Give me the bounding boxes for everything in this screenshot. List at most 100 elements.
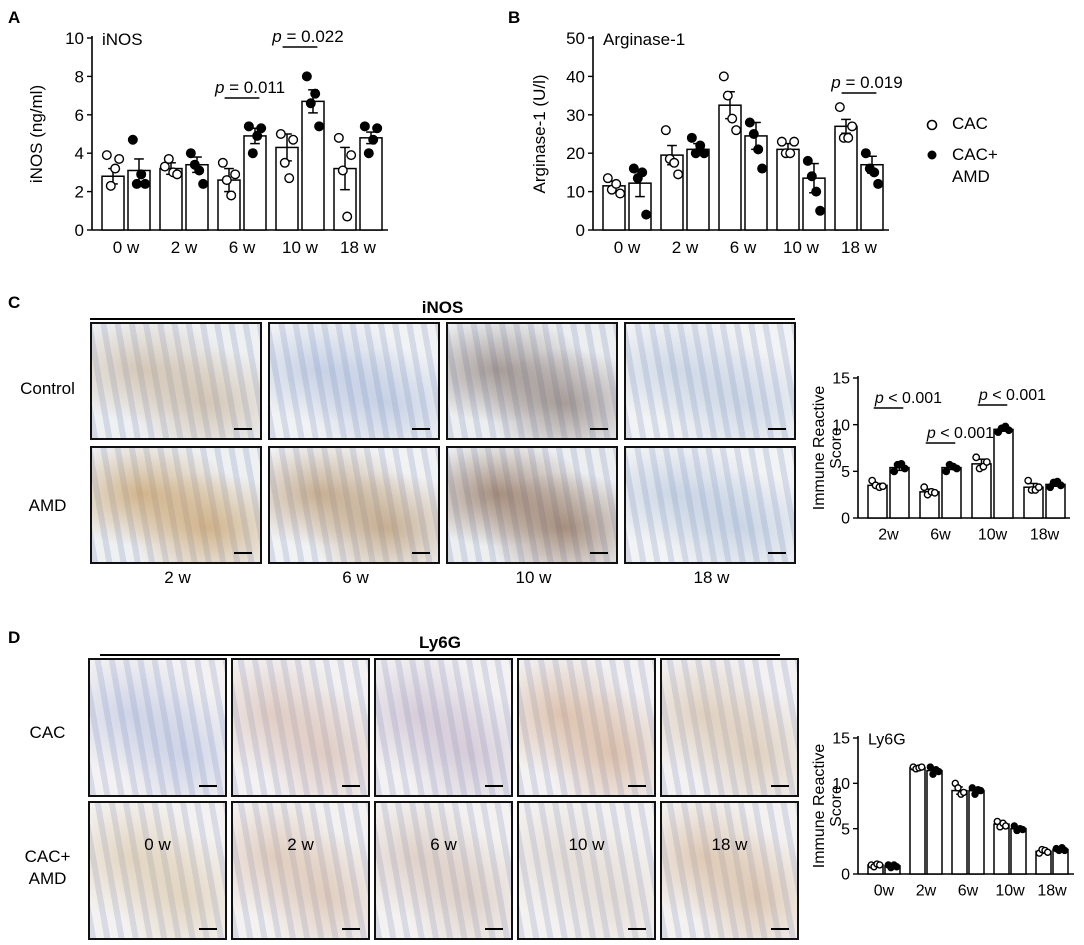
chart-title: iNOS [102,30,143,49]
data-point [1056,481,1065,490]
data-point [847,121,858,132]
data-point [611,178,622,189]
data-point [275,128,286,139]
panel-d-tile-label: 0 w [144,835,171,854]
scale-bar [590,552,608,554]
panel-d-tile-label: 18 w [711,835,748,854]
legend-marker-cac [926,119,938,131]
y-tick-label: 5 [841,821,850,838]
panel-c-title: iNOS [421,298,464,317]
scale-bar [485,785,503,787]
p-symbol: p [978,387,992,404]
y-tick-label: 0 [576,221,585,240]
data-point [279,157,290,168]
legend-label-cac-amd: CAC+ AMD [952,144,998,188]
panel-d-row-label-cac: CAC [29,723,66,742]
p-value-label: p = 0.011 [214,78,285,97]
y-tick-label: 40 [566,67,585,86]
data-point [363,148,374,159]
p-symbol: p [874,390,888,407]
x-tick-label: 18 w [841,238,878,257]
data-point [637,167,648,178]
data-point [368,134,379,145]
y-tick-label: 2 [75,183,84,202]
panel-c-col-label-2w: 2 w [164,568,191,587]
scale-bar [342,785,360,787]
data-point [1001,822,1010,830]
bar-cac [971,463,992,519]
y-tick-label: 10 [832,417,850,434]
scale-bar [199,785,217,787]
bar-cac [951,789,968,875]
p-value-label: p < 0.001 [874,390,942,407]
y-tick-label: 15 [832,731,850,748]
data-point [718,71,729,82]
y-axis-label: iNOS (ng/ml) [27,85,46,183]
p-symbol: p [926,425,940,442]
data-point [172,169,183,180]
bar-cac-amd [301,100,325,231]
data-point [673,169,684,180]
y-tick-label: 10 [566,183,585,202]
bar-cac [909,767,926,875]
panel-letter-a: A [8,8,21,27]
y-axis-label-line: Immune Reactive [811,386,828,511]
y-axis-label-line: Immune Reactive [811,744,828,869]
bar-cac [718,104,742,231]
data-point [669,157,680,168]
panel-d-title: Ly6G [419,633,461,652]
x-tick-label: 2w [916,883,937,900]
data-point [226,190,237,201]
data-point [660,125,671,136]
data-point [892,863,901,871]
data-point [942,467,951,476]
data-point [615,188,626,199]
bar-cac-amd [889,466,910,519]
y-tick-label: 0 [841,867,850,884]
data-point [952,464,961,473]
y-axis-label: Immune ReactiveScore [811,744,845,869]
data-point [140,178,151,189]
scale-bar [485,928,503,930]
panel-c-col-label-10w: 10 w [515,568,552,587]
x-tick-label: 18w [1037,883,1067,900]
x-tick-label: 10w [995,883,1025,900]
data-point [954,784,962,792]
histology-image-amd-2w [90,446,262,564]
data-point [284,173,295,184]
histology-image-cac-2w [231,658,370,797]
bar-cac-amd [926,769,943,875]
data-point [757,163,768,174]
arginase-bar-chart: 0 10 20 30 40 50 Arginase-1 (U/l) Arginase-1 0 w… [530,29,903,257]
data-point [869,167,880,178]
data-point [346,150,357,161]
panel-d-tile-label: 2 w [287,835,314,854]
y-tick-label: 0 [75,221,84,240]
data-point [628,163,639,174]
y-tick-label: 50 [566,29,585,48]
histology-image-cac-amd-18w: 18 w [660,801,799,940]
x-tick-label: 0 w [113,238,140,257]
y-tick-label: 10 [65,29,84,48]
data-point [900,464,909,473]
histology-image-cac-amd-6w: 6 w [374,801,513,940]
data-point [811,186,822,197]
bar-cac [776,148,800,231]
legend-label-line-2: AMD [952,167,990,186]
p-value: = 0.019 [845,73,902,92]
data-point [722,90,733,101]
data-point [305,98,316,109]
x-tick-label: 0 w [614,238,641,257]
data-point [934,767,943,776]
y-axis-label: Immune ReactiveScore [811,386,845,511]
data-point [127,134,138,145]
panel-letter-c: C [8,293,21,312]
histology-image-control-2w [90,322,262,440]
x-tick-label: 0w [874,883,895,900]
histology-image-control-18w [624,322,796,440]
bar-cac [993,823,1010,875]
data-point [230,169,241,180]
panel-c-title-rule [90,318,795,320]
y-tick-label: 6 [75,106,84,125]
